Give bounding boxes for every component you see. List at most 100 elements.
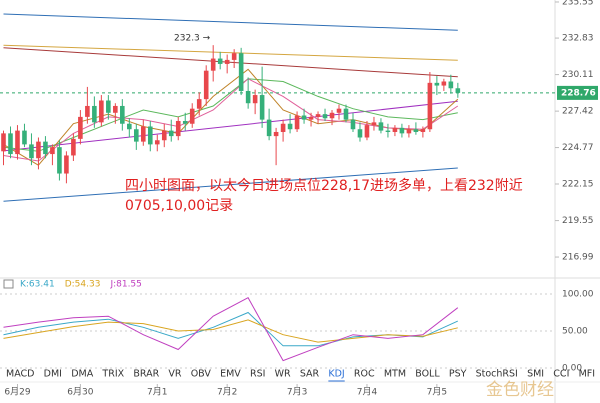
candle-body: [245, 90, 251, 104]
candle-body: [78, 116, 83, 139]
indicator-tab[interactable]: BOLL: [415, 369, 440, 380]
y-tick-label: 232.83: [562, 34, 594, 44]
overlay-line: [3, 13, 458, 31]
candle-body: [22, 130, 27, 145]
current-price-tag: [557, 85, 598, 100]
x-tick-label: 7月4: [357, 387, 378, 398]
candle-body: [378, 122, 384, 131]
candle-body: [196, 99, 202, 109]
candle-body: [448, 81, 454, 89]
x-tick-label: 6月29: [4, 387, 30, 398]
candle-body: [113, 105, 118, 113]
indicator-tab[interactable]: EMV: [220, 369, 241, 380]
candle-body: [120, 105, 125, 124]
candle-body: [168, 130, 174, 137]
candle-body: [57, 147, 62, 174]
x-tick-label: 6月30: [67, 387, 93, 398]
indicator-tab[interactable]: BRAR: [133, 369, 159, 380]
candle-body: [140, 126, 146, 142]
candle-body: [203, 70, 209, 100]
high-label: 232.3 →: [174, 34, 211, 44]
indicator-tab[interactable]: VR: [168, 369, 181, 380]
candle-body: [273, 131, 279, 137]
candle-body: [406, 129, 412, 134]
y-tick-label: 219.55: [562, 216, 594, 226]
y-tick-label: 230.11: [562, 70, 594, 80]
overlay-line: [3, 47, 458, 78]
candle-body: [224, 59, 230, 64]
candle-body: [420, 129, 426, 132]
candle-body: [259, 95, 265, 120]
indicator-tab[interactable]: MACD: [6, 369, 34, 380]
indicator-tab[interactable]: KDJ: [328, 369, 344, 380]
candle-body: [71, 138, 76, 156]
candle-body: [1, 133, 6, 152]
candle-body: [455, 88, 461, 93]
candle-body: [8, 133, 13, 155]
y-tick-label: 224.77: [562, 143, 594, 153]
candle-body: [50, 147, 55, 155]
legend-entry: K:63.41: [20, 280, 55, 290]
indicator-tab[interactable]: TRIX: [101, 369, 124, 380]
candle-body: [161, 130, 167, 141]
indicator-tab[interactable]: SAR: [300, 369, 320, 380]
indicator-tab[interactable]: OBV: [191, 369, 212, 380]
candle-body: [85, 105, 90, 117]
panel-icon: [3, 279, 14, 289]
overlay-line: [3, 44, 458, 61]
candle-body: [238, 53, 244, 91]
indicator-tab[interactable]: SMI: [527, 369, 544, 380]
candle-body: [280, 123, 286, 132]
current-price-label: 228.76: [561, 88, 596, 98]
y-tick-label: 227.42: [562, 107, 594, 117]
candle-body: [210, 58, 216, 71]
annotation: 0705,10,00记录: [125, 198, 233, 214]
candle-body: [385, 130, 391, 132]
annotation: 四小时图面，以太今日进场点位228,17进场多单，上看232附近: [125, 177, 523, 194]
y-tick-label: 222.15: [562, 180, 594, 190]
candle-body: [413, 129, 419, 132]
indicator-tab[interactable]: WR: [275, 369, 291, 380]
legend-entry: J:81.55: [109, 280, 141, 290]
indicator-line: [3, 297, 459, 362]
indicator-tab[interactable]: MTM: [384, 369, 406, 380]
candle-body: [189, 108, 195, 124]
candle-body: [64, 155, 69, 174]
candle-body: [266, 119, 272, 137]
candle-body: [357, 129, 363, 138]
candle-body: [315, 114, 321, 117]
candle-body: [399, 127, 405, 134]
candle-body: [231, 53, 237, 60]
candle-body: [364, 125, 370, 138]
candle-body: [43, 141, 48, 155]
overlay-line: [3, 167, 458, 202]
indicator-tab[interactable]: RSI: [250, 369, 265, 380]
candle-body: [134, 129, 139, 142]
candle-body: [434, 82, 440, 86]
indicator-tab[interactable]: ROC: [354, 369, 375, 380]
candle-body: [29, 144, 34, 159]
x-tick-label: 7月1: [147, 387, 167, 398]
x-tick-label: 7月5: [427, 387, 447, 398]
candle-body: [343, 108, 349, 120]
candle-body: [371, 122, 377, 126]
candle-body: [392, 127, 398, 132]
indicator-tab[interactable]: CCI: [553, 369, 569, 380]
candle-body: [441, 81, 447, 86]
indicator-tab[interactable]: MFI: [579, 369, 595, 380]
candle-body: [287, 123, 293, 130]
candle-body: [322, 114, 328, 119]
candle-body: [301, 115, 307, 120]
indicator-tab[interactable]: DMA: [71, 369, 94, 380]
candle-body: [252, 95, 258, 104]
candle-body: [147, 126, 153, 145]
indicator-tab[interactable]: DMI: [44, 369, 62, 380]
indicator-tab[interactable]: PSY: [449, 369, 467, 380]
indicator-tab[interactable]: StochRSI: [476, 369, 518, 380]
candle-body: [336, 108, 342, 113]
y-tick-label: 0.00: [562, 364, 582, 374]
candle-body: [182, 120, 188, 124]
watermark: 金色财经: [486, 380, 554, 400]
x-tick-label: 7月2: [217, 387, 237, 398]
